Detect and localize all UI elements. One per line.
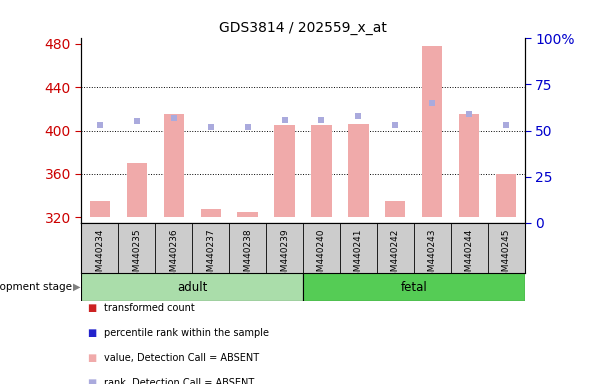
Title: GDS3814 / 202559_x_at: GDS3814 / 202559_x_at <box>219 21 387 35</box>
Text: ■: ■ <box>87 378 96 384</box>
Text: rank, Detection Call = ABSENT: rank, Detection Call = ABSENT <box>104 378 254 384</box>
Bar <box>422 46 443 217</box>
Text: GSM440234: GSM440234 <box>95 229 104 283</box>
Bar <box>303 273 525 301</box>
Bar <box>127 163 147 217</box>
Text: GSM440237: GSM440237 <box>206 229 215 283</box>
Bar <box>349 124 368 217</box>
Text: ■: ■ <box>87 353 96 363</box>
Text: fetal: fetal <box>400 281 427 293</box>
Text: GSM440245: GSM440245 <box>502 229 511 283</box>
Bar <box>201 209 221 217</box>
Text: GSM440241: GSM440241 <box>354 229 363 283</box>
Text: GSM440239: GSM440239 <box>280 229 289 283</box>
Text: transformed count: transformed count <box>104 303 195 313</box>
Text: GSM440242: GSM440242 <box>391 229 400 283</box>
Text: GSM440243: GSM440243 <box>428 229 437 283</box>
Bar <box>163 114 184 217</box>
Bar <box>274 125 295 217</box>
Text: ■: ■ <box>87 303 96 313</box>
Bar <box>81 273 303 301</box>
Text: adult: adult <box>177 281 207 293</box>
Text: ▶: ▶ <box>73 282 80 292</box>
Text: GSM440240: GSM440240 <box>317 229 326 283</box>
Bar <box>459 114 479 217</box>
Text: GSM440238: GSM440238 <box>243 229 252 283</box>
Text: GSM440236: GSM440236 <box>169 229 178 283</box>
Text: development stage: development stage <box>0 282 75 292</box>
Text: GSM440235: GSM440235 <box>132 229 141 283</box>
Bar <box>238 212 257 217</box>
Bar <box>311 125 332 217</box>
Text: value, Detection Call = ABSENT: value, Detection Call = ABSENT <box>104 353 259 363</box>
Text: GSM440244: GSM440244 <box>465 229 474 283</box>
Text: ■: ■ <box>87 328 96 338</box>
Bar <box>385 201 405 217</box>
Bar <box>90 201 110 217</box>
Text: percentile rank within the sample: percentile rank within the sample <box>104 328 270 338</box>
Bar <box>496 174 516 217</box>
